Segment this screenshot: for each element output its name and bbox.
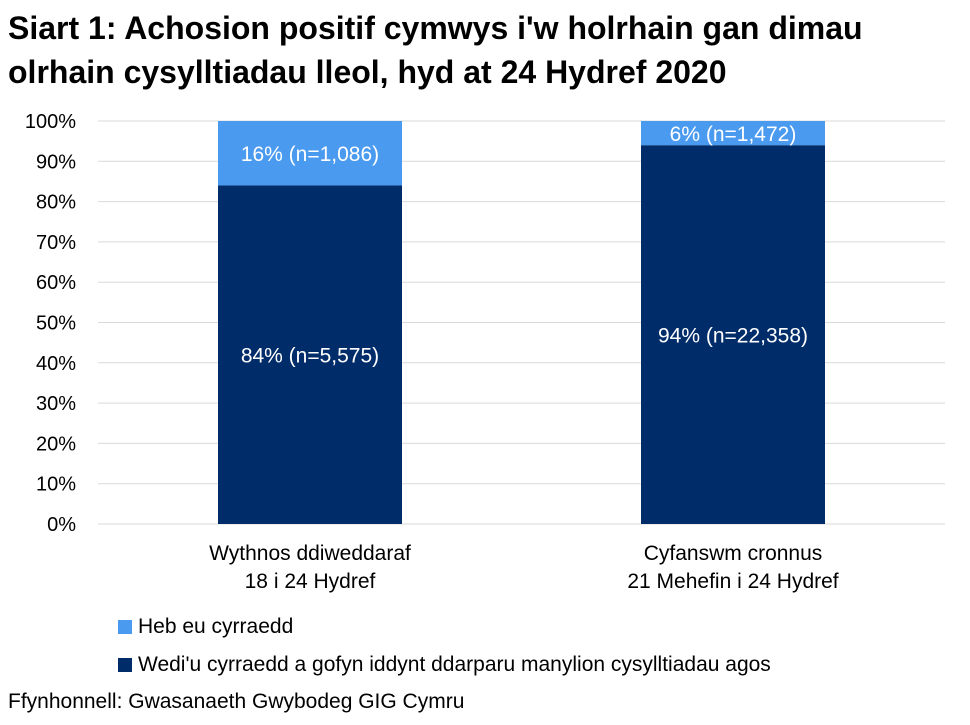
y-tick-label: 90% — [36, 151, 76, 173]
data-label: 16% (n=1,086) — [241, 143, 379, 166]
y-tick-label: 10% — [36, 474, 76, 496]
legend-item-reached: Wedi'u cyrraedd a gofyn iddynt ddarparu … — [118, 653, 771, 677]
bar-segment — [218, 185, 402, 524]
y-tick-label: 30% — [36, 393, 76, 415]
y-tick-label: 20% — [36, 433, 76, 455]
x-category-label: 21 Mehefin i 24 Hydref — [627, 570, 838, 593]
y-tick-label: 100% — [25, 111, 76, 133]
legend-label-reached: Wedi'u cyrraedd a gofyn iddynt ddarparu … — [138, 653, 771, 676]
x-category-label: Cyfanswm cronnus — [644, 542, 823, 565]
legend-item-not-reached: Heb eu cyrraedd — [118, 615, 293, 639]
legend-swatch-reached — [118, 658, 132, 672]
data-label: 84% (n=5,575) — [241, 345, 379, 368]
stacked-bar-chart: 0% 10% 20% 30% 40% 50% 60% 70% 80% 90% 100% 84% (n=… — [25, 111, 945, 593]
x-category-label: Wythnos ddiweddaraf — [209, 542, 411, 565]
bar-segment — [218, 121, 402, 186]
y-tick-label: 60% — [36, 272, 76, 294]
legend-swatch-not-reached — [118, 620, 132, 634]
y-tick-label: 50% — [36, 313, 76, 335]
y-tick-label: 0% — [47, 514, 76, 536]
source-note: Ffynhonnell: Gwasanaeth Gwybodeg GIG Cym… — [8, 690, 465, 713]
y-tick-label: 70% — [36, 232, 76, 254]
x-category-label: 18 i 24 Hydref — [245, 570, 376, 593]
y-tick-label: 80% — [36, 192, 76, 214]
y-tick-label: 40% — [36, 353, 76, 375]
legend-label-not-reached: Heb eu cyrraedd — [138, 615, 294, 638]
chart-title-line-2: olrhain cysylltiadau lleol, hyd at 24 Hy… — [8, 54, 727, 90]
chart-title-line-1: Siart 1: Achosion positif cymwys i'w hol… — [8, 10, 863, 46]
bar-segment — [641, 121, 825, 146]
data-label: 94% (n=22,358) — [658, 325, 808, 348]
bar-segment — [641, 145, 825, 524]
chart-title: Siart 1: Achosion positif cymwys i'w hol… — [8, 6, 968, 94]
data-label: 6% (n=1,472) — [670, 123, 797, 146]
